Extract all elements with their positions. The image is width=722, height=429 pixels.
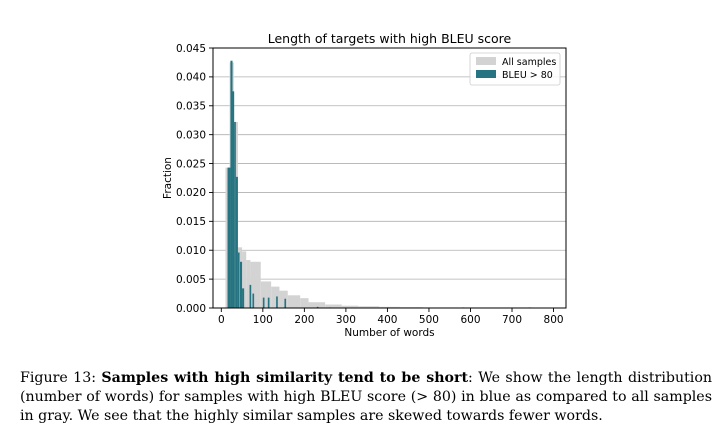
y-tick-label: 0.030 <box>176 129 206 141</box>
all-samples-bar <box>260 281 272 308</box>
caption-bold-title: Samples with high similarity tend to be … <box>101 370 469 386</box>
y-tick-label: 0.005 <box>176 274 206 286</box>
legend-swatch-all-samples <box>476 57 496 65</box>
bleu-gt-80-bar <box>284 298 287 308</box>
y-tick-label: 0.015 <box>176 216 206 228</box>
x-tick-label: 0 <box>218 314 225 326</box>
bleu-gt-80-bar <box>267 297 270 308</box>
bleu-gt-80-bar <box>249 284 252 308</box>
bleu-gt-80-bar <box>316 306 319 308</box>
caption-label: Figure 13: <box>20 370 102 386</box>
x-tick-label: 800 <box>544 314 564 326</box>
x-tick-label: 500 <box>419 314 439 326</box>
bleu-gt-80-bar <box>234 121 236 308</box>
bleu-gt-80-bar <box>232 91 235 308</box>
all-samples-bar <box>379 306 400 308</box>
x-tick-label: 600 <box>460 314 480 326</box>
all-samples-bar <box>287 295 301 308</box>
y-axis-ticks: 0.000 0.005 0.010 0.015 0.020 0.025 0.030 0.035… <box>176 43 213 315</box>
bleu-gt-80-bars <box>227 60 531 308</box>
legend-swatch-bleu-gt-80 <box>476 70 496 78</box>
y-tick-label: 0.010 <box>176 245 206 257</box>
all-samples-bar <box>300 298 309 308</box>
legend-label-bleu-gt-80: BLEU > 80 <box>502 70 553 81</box>
all-samples-bar <box>358 306 380 308</box>
bleu-gt-80-bar <box>237 252 240 308</box>
bleu-gt-80-bar <box>262 297 265 308</box>
bleu-gt-80-bar <box>242 288 245 308</box>
y-axis-label: Fraction <box>162 157 174 199</box>
all-samples-bar <box>308 302 326 308</box>
caption-body: : We show the length distribution (numbe… <box>20 370 713 424</box>
y-tick-label: 0.020 <box>176 187 206 199</box>
all-samples-bars <box>225 62 554 308</box>
bleu-gt-80-bar <box>227 167 231 308</box>
chart-title: Length of targets with high BLEU score <box>268 31 512 46</box>
all-samples-bar <box>341 305 359 308</box>
y-tick-label: 0.040 <box>176 72 206 84</box>
all-samples-bar <box>225 167 230 308</box>
bleu-gt-80-bar <box>230 60 233 308</box>
x-tick-label: 100 <box>253 314 273 326</box>
x-tick-label: 400 <box>377 314 397 326</box>
x-axis-label: Number of words <box>344 327 434 339</box>
x-tick-label: 300 <box>336 314 356 326</box>
bleu-gt-80-bar <box>252 293 255 308</box>
all-samples-bar <box>325 304 342 308</box>
x-axis-ticks: 0 100 200 300 400 500 600 700 800 <box>218 308 564 326</box>
all-samples-bar <box>271 286 280 308</box>
bleu-gt-80-bar <box>276 296 278 308</box>
x-tick-label: 200 <box>294 314 314 326</box>
legend: All samples BLEU > 80 <box>469 52 561 86</box>
y-tick-label: 0.025 <box>176 158 206 170</box>
bleu-gt-80-bar <box>239 261 243 308</box>
y-tick-label: 0.000 <box>176 303 206 315</box>
plot-frame <box>212 47 567 309</box>
all-samples-bar <box>250 261 261 308</box>
legend-label-all-samples: All samples <box>502 57 556 68</box>
all-samples-bar <box>279 290 288 308</box>
all-samples-bar <box>242 251 247 308</box>
y-tick-label: 0.035 <box>176 101 206 113</box>
x-tick-label: 700 <box>502 314 522 326</box>
bleu-gt-80-bar <box>235 176 238 308</box>
figure-13-histogram: 0 100 200 300 400 500 600 700 800 0.000 0.005 0.01… <box>162 31 567 339</box>
all-samples-bar <box>246 260 251 308</box>
y-tick-label: 0.045 <box>176 43 206 55</box>
histogram-chart: 0 100 200 300 400 500 600 700 800 0.000 0.005 0.01… <box>162 31 567 339</box>
figure-caption: Figure 13: Samples with high similarity … <box>20 369 712 426</box>
